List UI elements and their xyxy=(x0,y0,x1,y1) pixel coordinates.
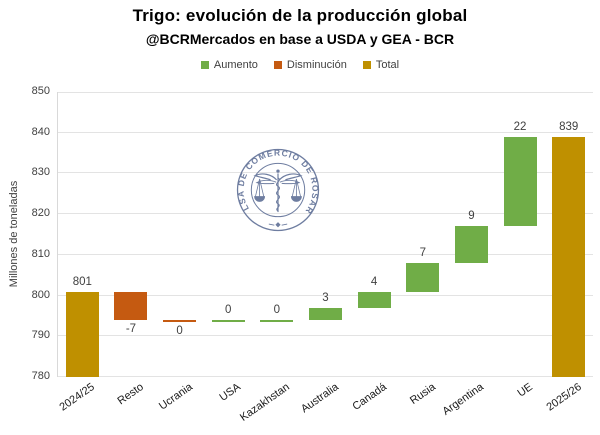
x-tick-label-Canadá: Canadá xyxy=(350,381,390,413)
y-tick-label-790: 790 xyxy=(31,329,50,342)
bar-Australia xyxy=(308,307,343,320)
y-tick-label-820: 820 xyxy=(31,207,50,220)
y-tick-label-780: 780 xyxy=(31,370,50,382)
x-tick-label-2024/25: 2024/25 xyxy=(57,381,98,414)
bar-2025/26 xyxy=(552,136,586,377)
x-tick-label-Rusia: Rusia xyxy=(407,381,438,407)
bar-Resto xyxy=(114,291,148,320)
gridline-820 xyxy=(58,213,593,215)
bar-value-label-Rusia: 7 xyxy=(419,247,426,259)
x-tick-label-Kazakhstan: Kazakhstan xyxy=(237,381,292,424)
y-tick-label-810: 810 xyxy=(31,247,50,260)
bar-Kazakhstan xyxy=(260,320,294,322)
y-tick-label-830: 830 xyxy=(31,166,50,179)
bar-value-label-Australia: 3 xyxy=(322,291,329,304)
bar-value-label-Ucrania: 0 xyxy=(176,325,183,337)
legend-item-total: Total xyxy=(362,59,400,71)
x-tick-label-Australia: Australia xyxy=(298,381,341,416)
bar-Canadá xyxy=(357,291,391,308)
gridline-840 xyxy=(58,131,593,133)
legend-label-total: Total xyxy=(375,59,400,71)
legend-swatch-total-icon xyxy=(362,61,371,69)
chart-title: Trigo: evolución de la producción global xyxy=(132,6,468,25)
legend-item-aumento: Aumento xyxy=(200,59,258,71)
bar-value-label-2025/26: 839 xyxy=(559,120,579,133)
bar-Rusia xyxy=(406,263,440,292)
bar-value-label-Canadá: 4 xyxy=(370,275,378,288)
bar-value-label-USA: 0 xyxy=(225,304,232,316)
x-tick-label-UE: UE xyxy=(515,381,535,400)
legend-label-disminucion: Disminución xyxy=(286,59,347,71)
y-tick-label-800: 800 xyxy=(31,288,50,301)
x-tick-label-Resto: Resto xyxy=(115,381,146,408)
bar-2024/25 xyxy=(65,291,99,377)
legend-label-aumento: Aumento xyxy=(213,59,258,71)
gridline-800 xyxy=(58,294,593,296)
y-tick-label-840: 840 xyxy=(31,125,50,138)
bar-value-label-UE: 22 xyxy=(513,120,527,133)
x-tick-label-Argentina: Argentina xyxy=(440,381,487,418)
legend-swatch-aumento-icon xyxy=(200,61,209,69)
x-tick-label-2025/26: 2025/26 xyxy=(544,381,584,414)
chart-legend: Aumento Disminución Total xyxy=(0,59,600,71)
bar-UE xyxy=(503,136,537,227)
gridline-850 xyxy=(58,92,593,93)
bar-Ucrania xyxy=(163,320,197,322)
bar-USA xyxy=(211,320,245,322)
gridline-790 xyxy=(58,335,593,337)
gridline-830 xyxy=(58,172,593,174)
bcr-seal-watermark-icon: BOLSA DE COMERCIO DE ROSARIO xyxy=(235,148,320,232)
gridline-810 xyxy=(58,253,593,255)
x-tick-label-Ucrania: Ucrania xyxy=(156,381,195,413)
bar-value-label-Kazakhstan: 0 xyxy=(273,304,281,316)
y-tick-label-850: 850 xyxy=(31,85,50,97)
legend-item-disminucion: Disminución xyxy=(273,59,347,71)
x-axis-labels: 2024/25 Resto Ucrania USA Kazakhstan Australi… xyxy=(0,381,600,435)
bar-value-label-2024/25: 801 xyxy=(72,275,92,288)
x-tick-label-USA: USA xyxy=(217,381,244,404)
bar-value-label-Argentina: 9 xyxy=(468,210,475,223)
legend-swatch-disminucion-icon xyxy=(273,61,282,69)
bar-value-label-Resto: -7 xyxy=(125,323,137,335)
chart-subtitle: @BCRMercados en base a USDA y GEA - BCR xyxy=(145,31,455,47)
bar-Argentina xyxy=(454,226,488,263)
gridline-780 xyxy=(58,376,593,377)
y-axis-title: Millones de toneladas xyxy=(8,180,20,288)
plot-area: 801 -7 0 0 0 3 4 7 9 22 839 xyxy=(57,92,593,377)
